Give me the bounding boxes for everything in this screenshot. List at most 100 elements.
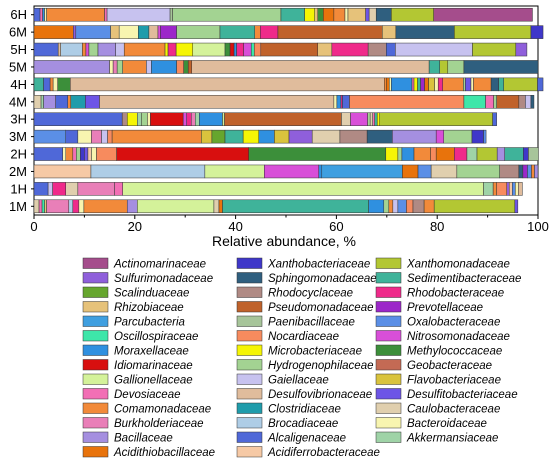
bar-segment [518, 95, 526, 109]
bar-segment [260, 42, 318, 57]
bar-segment [417, 164, 432, 179]
bar-segment [157, 25, 161, 39]
bar-segment [264, 164, 320, 179]
bar-segment [77, 129, 92, 144]
bar-segment [323, 7, 335, 22]
bar-segment [75, 25, 111, 39]
legend-swatch [236, 359, 263, 371]
legend-label: Sedimentibacteraceae [407, 273, 521, 285]
bar-segment [85, 95, 100, 109]
bar-segment [87, 147, 92, 161]
legend-swatch [236, 388, 263, 400]
bar-segment [47, 182, 53, 196]
y-tick-label: 3M [9, 129, 27, 144]
bar-segment [470, 77, 474, 92]
bar-segment [463, 77, 466, 92]
legend-label: Brocadiaceae [268, 418, 338, 430]
bar-segment [43, 77, 51, 92]
legend-label: Rhodocyclaceae [268, 288, 353, 300]
bar-segment [525, 95, 532, 109]
legend-swatch [82, 446, 109, 458]
bar-segment [222, 112, 225, 126]
bar-segment [186, 112, 192, 126]
bar-segment [366, 129, 393, 144]
bar-segment [496, 182, 508, 196]
bar-segment [88, 42, 99, 57]
bar-segment [428, 60, 440, 74]
bar-segment [164, 42, 169, 57]
bar-segment [504, 147, 524, 161]
bar-segment [65, 147, 74, 161]
legend-label: Burkholderiaceae [114, 418, 204, 430]
bar-segment [342, 95, 350, 109]
bar-segment [442, 77, 464, 92]
bar-segment [317, 42, 333, 57]
legend-label: Akkermansiaceae [406, 433, 498, 445]
bar-segment [97, 42, 116, 57]
bar-segment [456, 164, 500, 179]
bar-segment [150, 112, 184, 126]
bar-segment [70, 77, 385, 92]
bar-segment [33, 42, 59, 57]
bar-segment [218, 199, 223, 214]
legend-label: Oscillospiraceae [114, 331, 198, 343]
bar-segment [347, 7, 366, 22]
bar-segment [43, 95, 56, 109]
bar-segment [176, 60, 184, 74]
bar-segment [33, 25, 74, 39]
legend-label: Gaiellaceae [268, 375, 329, 387]
bar-segment [114, 182, 123, 196]
bar-segment [49, 77, 54, 92]
bar-segment [376, 112, 380, 126]
bar-segment [57, 42, 61, 57]
bar-segment [80, 147, 85, 161]
bar-segment [344, 7, 349, 22]
bar-segment [106, 7, 171, 22]
bar-segment [115, 42, 125, 57]
bar-segment [389, 77, 392, 92]
legend-swatch [375, 301, 402, 313]
legend-swatch [236, 431, 263, 443]
legend-label: Sulfurimonadaceae [114, 273, 213, 285]
bar-segment [368, 7, 377, 22]
legend-label: Geobacteraceae [407, 360, 492, 372]
bar-segment [498, 77, 504, 92]
legend-label: Rhodobacteraceae [407, 288, 504, 300]
legend-swatch [82, 301, 109, 313]
legend-swatch [236, 301, 263, 313]
bar-segment [413, 147, 431, 161]
bar-segment [172, 7, 282, 22]
bar-segment [391, 7, 434, 22]
bar-segment [46, 7, 105, 22]
bar-segment [91, 147, 97, 161]
bar-segment [33, 199, 40, 214]
bar-segment [41, 199, 45, 214]
bar-segment [518, 182, 523, 196]
bar-segment [531, 164, 535, 179]
bar-segment [388, 199, 394, 214]
bar-segment [33, 129, 66, 144]
x-tick-label: 0 [30, 219, 37, 234]
legend-swatch [236, 402, 263, 414]
y-tick-label: 2M [9, 164, 27, 179]
bar-segment [191, 60, 430, 74]
legend-swatch [82, 417, 109, 429]
legend-label: Comamonadaceae [114, 404, 211, 416]
bar-segment [434, 77, 439, 92]
bar-segment [496, 95, 520, 109]
bar-segment [471, 129, 484, 144]
bar-segment [84, 147, 89, 161]
bar-segment [38, 199, 43, 214]
bar-segment [349, 95, 465, 109]
bar-segment [391, 77, 413, 92]
bar-segment [42, 7, 45, 22]
bar-segment [430, 164, 458, 179]
bar-segment [224, 112, 342, 126]
bar-segment [368, 199, 385, 214]
bar-segment [318, 164, 323, 179]
bar-segment [379, 112, 493, 126]
bar-segment [65, 182, 79, 196]
bar-segment [250, 42, 255, 57]
bar-segment [33, 77, 44, 92]
bar-segment [350, 112, 368, 126]
